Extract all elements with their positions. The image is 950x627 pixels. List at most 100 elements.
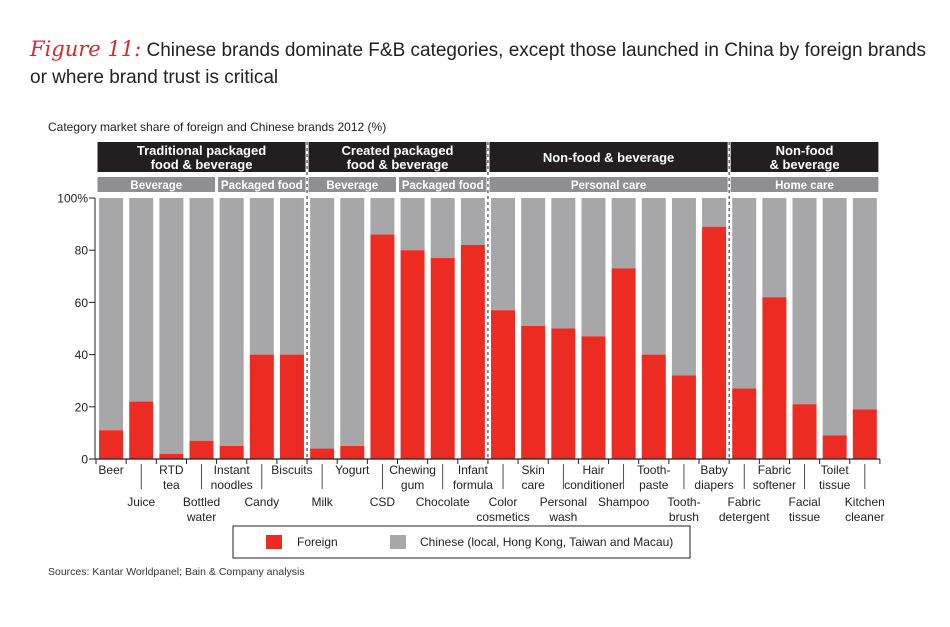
bar-chinese-17: [611, 198, 636, 269]
x-tick-label-17: Shampoo: [598, 495, 650, 509]
y-tick-label: 100%: [57, 192, 88, 206]
figure-label: Figure 11: [30, 37, 135, 61]
bar-chinese-16: [581, 198, 606, 337]
bar-foreign-0: [99, 430, 124, 459]
bar-foreign-17: [611, 268, 636, 459]
group-header-2: [489, 142, 728, 172]
figure-title: Figure 11: Chinese brands dominate F&B c…: [30, 36, 930, 91]
legend-swatch-foreign: [266, 535, 282, 549]
group-title-2: Non-food & beverage: [543, 150, 674, 165]
bar-chinese-18: [641, 198, 666, 355]
y-tick-label: 40: [75, 348, 89, 362]
bar-foreign-8: [340, 445, 365, 459]
legend-label-chinese: Chinese (local, Hong Kong, Taiwan and Ma…: [420, 535, 673, 549]
bar-chinese-12: [460, 198, 485, 245]
y-tick-label: 60: [75, 296, 89, 310]
legend-swatch-chinese: [390, 535, 406, 549]
x-tick-label-1: Juice: [127, 495, 155, 509]
x-tick-label-9: CSD: [370, 495, 396, 509]
bar-foreign-9: [370, 234, 395, 459]
bar-chinese-0: [99, 198, 124, 431]
x-tick-label-12: formula: [453, 478, 493, 492]
x-tick-label-3: water: [186, 510, 216, 524]
x-tick-label-15: wash: [548, 510, 577, 524]
bar-chinese-10: [400, 198, 425, 251]
bar-foreign-4: [219, 445, 244, 459]
x-tick-label-20: Baby: [700, 463, 727, 477]
subgroup-header-1-1: [399, 177, 487, 192]
x-tick-label-3: Bottled: [183, 495, 220, 509]
x-tick-label-21: detergent: [719, 510, 770, 524]
x-tick-label-11: Chocolate: [416, 495, 470, 509]
bar-foreign-7: [310, 448, 335, 459]
x-tick-label-24: tissue: [819, 478, 851, 492]
bar-foreign-18: [641, 354, 666, 459]
x-tick-label-5: Candy: [244, 495, 279, 509]
bar-chinese-1: [129, 198, 154, 402]
subgroup-label-2-0: Personal care: [571, 180, 646, 192]
x-tick-label-19: brush: [669, 510, 699, 524]
x-tick-label-25: cleaner: [845, 510, 884, 524]
subgroup-label-0-0: Beverage: [130, 180, 182, 192]
bar-foreign-21: [732, 388, 757, 459]
bar-chinese-19: [671, 198, 696, 376]
bar-foreign-14: [521, 325, 546, 459]
subgroup-header-0-1: [218, 177, 306, 192]
x-tick-label-13: cosmetics: [476, 510, 529, 524]
group-header-0: [97, 142, 306, 172]
bar-chinese-21: [732, 198, 757, 389]
subgroup-label-0-1: Packaged food: [221, 180, 303, 192]
subgroup-header-3-0: [730, 177, 879, 192]
subgroup-header-1-0: [308, 177, 396, 192]
x-tick-label-4: noodles: [211, 478, 253, 492]
bar-chinese-9: [370, 198, 395, 235]
bar-foreign-25: [852, 409, 877, 459]
figure-title-text: Chinese brands dominate F&B categories, …: [30, 40, 926, 88]
bar-chinese-7: [310, 198, 335, 449]
x-tick-label-2: tea: [163, 478, 180, 492]
bar-chinese-4: [219, 198, 244, 446]
chart-subtitle: Category market share of foreign and Chi…: [48, 120, 387, 134]
group-title-1: food & beverage: [347, 157, 449, 172]
x-tick-label-0: Beer: [98, 463, 123, 477]
bar-foreign-23: [792, 404, 817, 459]
bar-foreign-12: [460, 244, 485, 459]
bar-foreign-13: [491, 310, 516, 459]
x-tick-label-16: Hair: [582, 463, 604, 477]
x-tick-label-10: Chewing: [389, 463, 436, 477]
x-tick-label-18: Tooth-: [637, 463, 670, 477]
x-tick-label-24: Toilet: [821, 463, 850, 477]
subgroup-label-1-1: Packaged food: [402, 180, 484, 192]
y-tick-label: 0: [81, 453, 88, 467]
bar-chinese-25: [852, 198, 877, 410]
group-title-3: Non-food: [776, 143, 834, 158]
bar-chinese-6: [279, 198, 304, 355]
x-tick-label-8: Yogurt: [335, 463, 370, 477]
x-tick-label-10: gum: [401, 478, 424, 492]
x-tick-label-22: Fabric: [758, 463, 791, 477]
subgroup-label-1-0: Beverage: [326, 180, 378, 192]
x-tick-label-14: Skin: [522, 463, 545, 477]
bar-chinese-22: [762, 198, 787, 298]
bar-foreign-22: [762, 297, 787, 459]
group-title-0: food & beverage: [151, 157, 253, 172]
bar-chinese-3: [189, 198, 214, 441]
bar-foreign-5: [249, 354, 274, 459]
group-title-0: Traditional packaged: [137, 143, 266, 158]
bar-chinese-15: [551, 198, 576, 329]
group-header-3: [730, 142, 879, 172]
subgroup-header-0-0: [97, 177, 216, 192]
group-title-1: Created packaged: [342, 143, 454, 158]
bar-chinese-13: [491, 198, 516, 311]
source-note: Sources: Kantar Worldpanel; Bain & Compa…: [48, 566, 305, 578]
legend-box: [232, 525, 691, 559]
y-tick-label: 80: [75, 244, 89, 258]
bar-foreign-15: [551, 328, 576, 459]
x-tick-label-6: Biscuits: [271, 463, 312, 477]
x-tick-label-23: tissue: [789, 510, 821, 524]
bar-chinese-2: [159, 198, 184, 454]
subgroup-label-3-0: Home care: [775, 180, 834, 192]
x-tick-label-25: Kitchen: [845, 495, 885, 509]
bar-chinese-20: [702, 198, 727, 227]
